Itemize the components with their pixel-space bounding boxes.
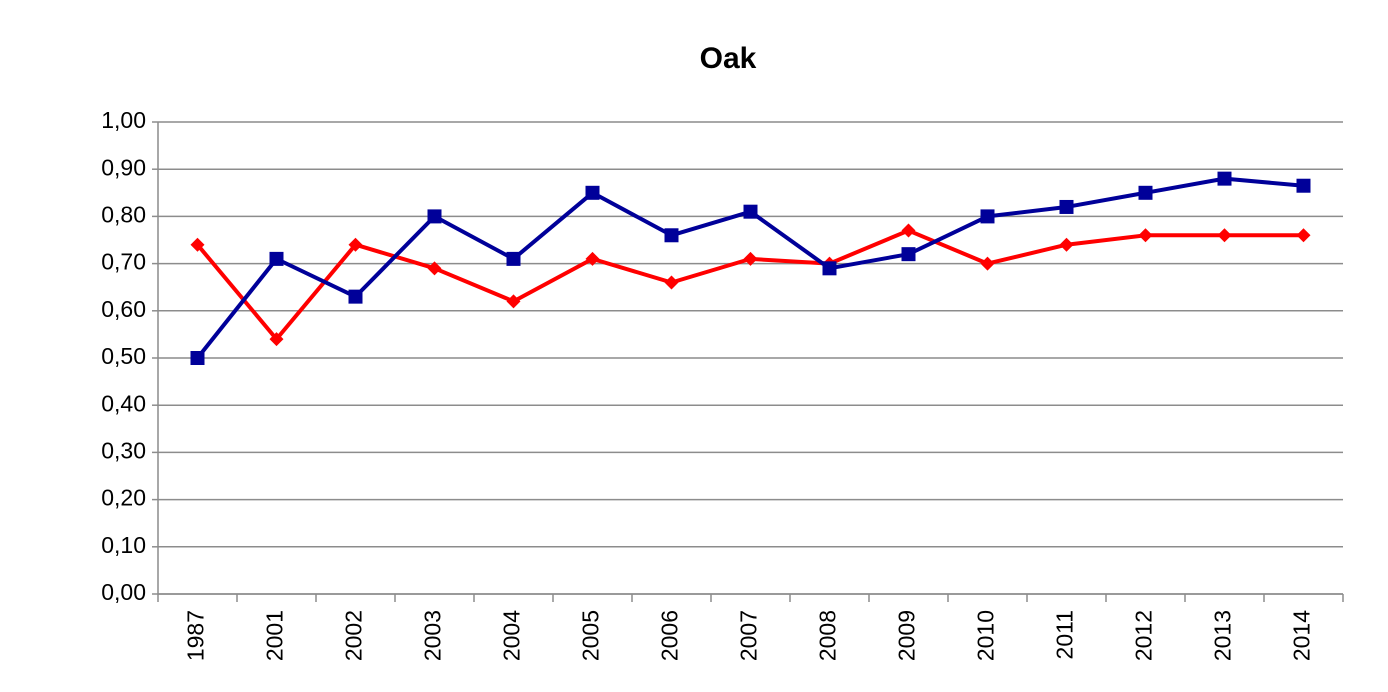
- y-tick-label: 0,90: [101, 154, 146, 180]
- marker: [822, 261, 837, 276]
- y-tick-label: 0,00: [101, 579, 146, 605]
- marker: [190, 237, 205, 252]
- marker: [585, 251, 600, 266]
- x-tick-label: 2004: [499, 610, 525, 661]
- marker: [1059, 199, 1074, 214]
- marker: [348, 289, 363, 304]
- marker: [743, 204, 758, 219]
- x-tick-label: 2009: [894, 610, 920, 661]
- marker: [1296, 228, 1311, 243]
- x-tick-label: 2013: [1210, 610, 1236, 661]
- x-tick-label: 2010: [973, 610, 999, 661]
- marker: [1138, 228, 1153, 243]
- marker: [585, 185, 600, 200]
- marker: [269, 251, 284, 266]
- series-line: [195, 228, 1304, 342]
- marker: [506, 294, 521, 309]
- x-tick-label: 2007: [736, 610, 762, 661]
- chart-title: Oak: [700, 42, 757, 75]
- x-tick-label: 2012: [1131, 610, 1157, 661]
- marker: [1296, 178, 1311, 193]
- y-tick-label: 0,60: [101, 296, 146, 322]
- x-tick-label: 2003: [420, 610, 446, 661]
- y-tick-label: 0,70: [101, 249, 146, 275]
- x-tick-label: 1987: [183, 610, 209, 661]
- x-tick-label: 2008: [815, 610, 841, 661]
- marker: [190, 351, 205, 365]
- marker: [506, 251, 521, 266]
- marker: [980, 256, 995, 271]
- marker: [743, 251, 758, 266]
- marker: [348, 237, 363, 252]
- marker: [269, 332, 284, 347]
- marker: [664, 275, 679, 290]
- marker: [980, 209, 995, 224]
- marker: [1217, 171, 1232, 186]
- y-tick-label: 0,30: [101, 437, 146, 463]
- marker: [1059, 237, 1074, 252]
- marker: [901, 247, 916, 262]
- marker: [901, 223, 916, 238]
- marker: [664, 228, 679, 243]
- y-tick-label: 1,00: [101, 107, 146, 133]
- x-tick-label: 2005: [578, 610, 604, 661]
- marker: [427, 209, 442, 224]
- x-tick-label: 2002: [341, 610, 367, 661]
- marker: [1217, 228, 1232, 243]
- y-tick-label: 0,50: [101, 343, 146, 369]
- marker: [1138, 185, 1153, 200]
- y-tick-label: 0,20: [101, 485, 146, 511]
- x-tick-label: 2006: [657, 610, 683, 661]
- y-tick-label: 0,40: [101, 390, 146, 416]
- marker: [427, 261, 442, 276]
- x-tick-label: 2014: [1289, 610, 1315, 661]
- x-tick-label: 2001: [262, 610, 288, 661]
- x-tick-label: 2011: [1052, 610, 1078, 659]
- y-tick-label: 0,10: [101, 532, 146, 558]
- y-tick-label: 0,80: [101, 201, 146, 227]
